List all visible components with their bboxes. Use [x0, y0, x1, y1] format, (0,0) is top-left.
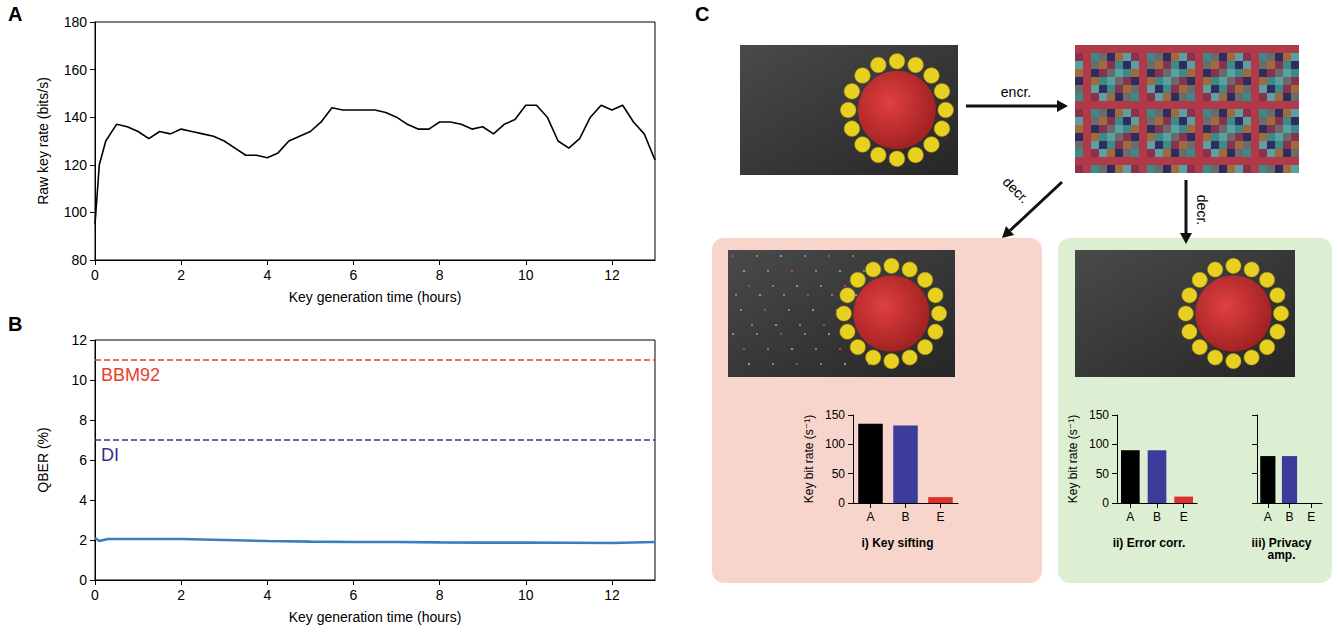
svg-text:0: 0: [91, 587, 99, 603]
svg-text:i) Key sifting: i) Key sifting: [861, 536, 933, 550]
svg-text:QBER (%): QBER (%): [35, 427, 51, 492]
svg-text:BBM92: BBM92: [101, 365, 160, 385]
svg-text:amp.: amp.: [1267, 548, 1295, 562]
svg-text:E: E: [1180, 510, 1188, 524]
svg-text:iii) Privacy: iii) Privacy: [1251, 536, 1312, 550]
svg-text:A: A: [8, 3, 22, 25]
svg-text:80: 80: [71, 252, 87, 268]
svg-text:160: 160: [64, 62, 88, 78]
svg-text:Key bit rate (s⁻¹): Key bit rate (s⁻¹): [802, 415, 816, 503]
svg-text:10: 10: [518, 267, 534, 283]
svg-text:8: 8: [79, 412, 87, 428]
svg-text:Key generation time (hours): Key generation time (hours): [289, 289, 462, 305]
svg-text:8: 8: [436, 267, 444, 283]
svg-text:0: 0: [91, 267, 99, 283]
svg-text:Raw key rate (bits/s): Raw key rate (bits/s): [35, 77, 51, 205]
svg-text:4: 4: [263, 587, 271, 603]
svg-text:4: 4: [79, 492, 87, 508]
svg-text:A: A: [1126, 510, 1134, 524]
svg-text:0: 0: [1102, 496, 1109, 510]
svg-text:Key generation time (hours): Key generation time (hours): [289, 609, 462, 625]
svg-text:B: B: [8, 313, 22, 335]
svg-text:B: B: [1153, 510, 1161, 524]
svg-text:140: 140: [64, 109, 88, 125]
svg-text:A: A: [1264, 510, 1272, 524]
svg-text:100: 100: [1089, 437, 1109, 451]
svg-text:8: 8: [436, 587, 444, 603]
svg-text:12: 12: [604, 267, 620, 283]
svg-text:150: 150: [825, 408, 845, 422]
svg-text:A: A: [866, 510, 874, 524]
svg-text:10: 10: [518, 587, 534, 603]
svg-text:50: 50: [832, 467, 846, 481]
svg-text:decr.: decr.: [1194, 195, 1210, 225]
svg-text:Key bit rate (s⁻¹): Key bit rate (s⁻¹): [1066, 415, 1080, 503]
svg-text:2: 2: [177, 267, 185, 283]
svg-text:C: C: [695, 3, 709, 25]
svg-text:6: 6: [350, 587, 358, 603]
svg-text:180: 180: [64, 14, 88, 30]
svg-text:10: 10: [71, 372, 87, 388]
svg-text:150: 150: [1089, 408, 1109, 422]
svg-text:2: 2: [177, 587, 185, 603]
svg-text:120: 120: [64, 157, 88, 173]
svg-text:50: 50: [1096, 467, 1110, 481]
svg-text:2: 2: [79, 532, 87, 548]
svg-text:0: 0: [79, 572, 87, 588]
svg-text:decr.: decr.: [1000, 174, 1033, 207]
svg-text:ii) Error corr.: ii) Error corr.: [1113, 536, 1186, 550]
svg-text:4: 4: [263, 267, 271, 283]
svg-text:E: E: [936, 510, 944, 524]
svg-text:DI: DI: [101, 445, 119, 465]
svg-text:B: B: [901, 510, 909, 524]
svg-text:100: 100: [64, 204, 88, 220]
svg-text:6: 6: [350, 267, 358, 283]
svg-text:encr.: encr.: [1001, 84, 1031, 100]
svg-text:12: 12: [604, 587, 620, 603]
svg-text:100: 100: [825, 437, 845, 451]
svg-text:6: 6: [79, 452, 87, 468]
svg-text:B: B: [1285, 510, 1293, 524]
svg-text:E: E: [1307, 510, 1315, 524]
svg-text:12: 12: [71, 332, 87, 348]
svg-text:0: 0: [838, 496, 845, 510]
